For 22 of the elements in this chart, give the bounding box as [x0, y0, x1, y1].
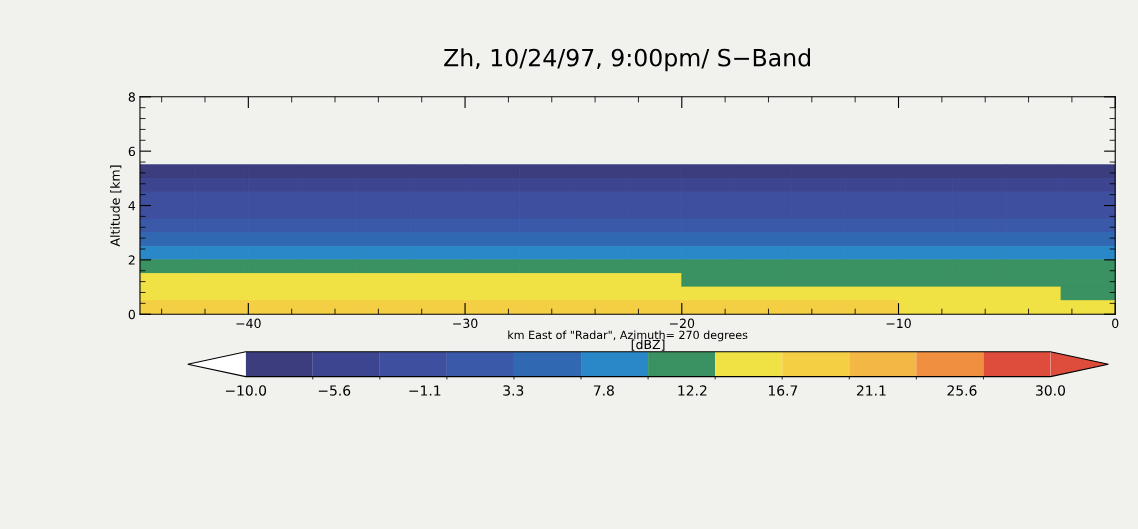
x-tick-label: −30 [453, 318, 478, 329]
color-bar-label: −10.0 [225, 385, 267, 396]
y-tick-label: 0 [128, 309, 135, 320]
y-tick-label: 6 [128, 146, 136, 157]
y-tick-label: 2 [128, 255, 135, 265]
y-tick-label: 4 [128, 201, 136, 211]
x-tick-label: −40 [236, 318, 261, 329]
color-bar-label: 16.7 [768, 385, 798, 396]
color-bar-label: 7.8 [593, 385, 614, 396]
color-bar-label: 12.2 [678, 385, 707, 396]
color-bar-label: −1.1 [409, 385, 441, 396]
x-tick-label: −20 [669, 318, 695, 329]
x-tick-label: 0 [1112, 318, 1119, 329]
color-bar-label: 3.3 [503, 385, 524, 396]
x-tick-label: −10 [886, 318, 911, 329]
chart-title: Zh, 10/24/97, 9:00pm/ S−Band [444, 48, 810, 72]
color-bar-label: −5.6 [318, 385, 351, 396]
color-bar-label: 30.0 [1036, 385, 1066, 396]
color-bar-label: 21.1 [856, 385, 886, 396]
y-tick-label: 8 [128, 92, 135, 102]
y-axis-title: Altitude [km] [110, 165, 122, 247]
color-bar-label: 25.6 [947, 385, 977, 396]
